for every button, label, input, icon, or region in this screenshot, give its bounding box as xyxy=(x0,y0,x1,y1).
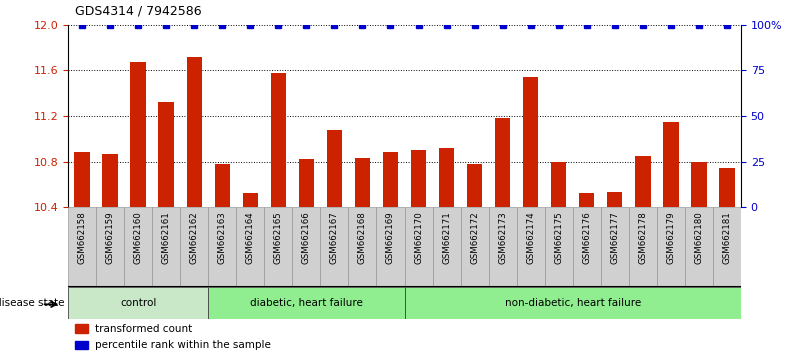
Text: GSM662161: GSM662161 xyxy=(162,211,171,264)
Bar xyxy=(691,161,706,207)
FancyBboxPatch shape xyxy=(208,207,236,287)
Text: GSM662169: GSM662169 xyxy=(386,211,395,264)
Bar xyxy=(405,287,741,319)
FancyBboxPatch shape xyxy=(685,207,713,287)
FancyBboxPatch shape xyxy=(348,207,376,287)
Text: GSM662181: GSM662181 xyxy=(723,211,731,264)
Text: GSM662167: GSM662167 xyxy=(330,211,339,264)
Text: GSM662164: GSM662164 xyxy=(246,211,255,264)
Bar xyxy=(187,57,202,207)
Text: GSM662168: GSM662168 xyxy=(358,211,367,264)
Bar xyxy=(411,150,426,207)
Text: GSM662159: GSM662159 xyxy=(106,211,115,264)
Text: disease state: disease state xyxy=(0,298,64,308)
Text: GSM662170: GSM662170 xyxy=(414,211,423,264)
Bar xyxy=(208,287,405,319)
Text: GSM662158: GSM662158 xyxy=(78,211,87,264)
Bar xyxy=(327,130,342,207)
Text: GSM662163: GSM662163 xyxy=(218,211,227,264)
Bar xyxy=(523,77,538,207)
FancyBboxPatch shape xyxy=(405,207,433,287)
Text: non-diabetic, heart failure: non-diabetic, heart failure xyxy=(505,298,641,308)
Bar xyxy=(103,154,118,207)
FancyBboxPatch shape xyxy=(96,207,124,287)
Text: GSM662162: GSM662162 xyxy=(190,211,199,264)
Text: GSM662174: GSM662174 xyxy=(526,211,535,264)
FancyBboxPatch shape xyxy=(292,207,320,287)
FancyBboxPatch shape xyxy=(657,207,685,287)
Bar xyxy=(215,164,230,207)
Bar xyxy=(635,156,650,207)
Bar xyxy=(243,193,258,207)
FancyBboxPatch shape xyxy=(601,207,629,287)
FancyBboxPatch shape xyxy=(376,207,405,287)
FancyBboxPatch shape xyxy=(489,207,517,287)
Text: GSM662165: GSM662165 xyxy=(274,211,283,264)
Bar xyxy=(355,158,370,207)
Text: control: control xyxy=(120,298,156,308)
Bar xyxy=(74,324,88,333)
FancyBboxPatch shape xyxy=(545,207,573,287)
Bar xyxy=(299,159,314,207)
Text: diabetic, heart failure: diabetic, heart failure xyxy=(250,298,363,308)
Text: transformed count: transformed count xyxy=(95,324,192,333)
Text: percentile rank within the sample: percentile rank within the sample xyxy=(95,340,271,350)
FancyBboxPatch shape xyxy=(264,207,292,287)
Bar xyxy=(439,148,454,207)
FancyBboxPatch shape xyxy=(236,207,264,287)
FancyBboxPatch shape xyxy=(320,207,348,287)
Bar xyxy=(74,152,90,207)
Bar xyxy=(579,193,594,207)
FancyBboxPatch shape xyxy=(433,207,461,287)
Bar xyxy=(159,102,174,207)
Bar xyxy=(467,164,482,207)
FancyBboxPatch shape xyxy=(629,207,657,287)
Text: GDS4314 / 7942586: GDS4314 / 7942586 xyxy=(74,5,201,17)
Bar xyxy=(495,118,510,207)
FancyBboxPatch shape xyxy=(68,207,96,287)
Bar xyxy=(271,73,286,207)
Text: GSM662179: GSM662179 xyxy=(666,211,675,264)
Text: GSM662177: GSM662177 xyxy=(610,211,619,264)
FancyBboxPatch shape xyxy=(124,207,152,287)
Bar xyxy=(663,122,678,207)
Bar xyxy=(131,62,146,207)
Text: GSM662176: GSM662176 xyxy=(582,211,591,264)
Text: GSM662178: GSM662178 xyxy=(638,211,647,264)
FancyBboxPatch shape xyxy=(517,207,545,287)
Bar xyxy=(551,161,566,207)
FancyBboxPatch shape xyxy=(573,207,601,287)
FancyBboxPatch shape xyxy=(180,207,208,287)
FancyBboxPatch shape xyxy=(152,207,180,287)
Bar xyxy=(74,341,88,349)
Text: GSM662172: GSM662172 xyxy=(470,211,479,264)
Bar xyxy=(68,287,208,319)
FancyBboxPatch shape xyxy=(713,207,741,287)
Text: GSM662180: GSM662180 xyxy=(694,211,703,264)
FancyBboxPatch shape xyxy=(461,207,489,287)
Text: GSM662173: GSM662173 xyxy=(498,211,507,264)
Text: GSM662160: GSM662160 xyxy=(134,211,143,264)
Text: GSM662175: GSM662175 xyxy=(554,211,563,264)
Bar xyxy=(383,152,398,207)
Bar xyxy=(607,192,622,207)
Text: GSM662171: GSM662171 xyxy=(442,211,451,264)
Text: GSM662166: GSM662166 xyxy=(302,211,311,264)
Bar xyxy=(719,169,735,207)
